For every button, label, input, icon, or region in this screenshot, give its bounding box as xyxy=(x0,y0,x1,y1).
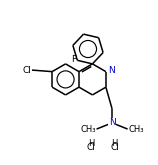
Text: CH₃: CH₃ xyxy=(80,125,96,133)
Text: Cl: Cl xyxy=(110,143,119,152)
Text: Cl: Cl xyxy=(22,66,31,75)
Text: CH₃: CH₃ xyxy=(128,125,144,133)
Text: Cl: Cl xyxy=(87,143,96,152)
Text: H: H xyxy=(112,139,118,148)
Text: N: N xyxy=(108,66,115,75)
Text: N: N xyxy=(109,118,115,127)
Text: F: F xyxy=(71,55,77,64)
Text: H: H xyxy=(88,139,95,148)
